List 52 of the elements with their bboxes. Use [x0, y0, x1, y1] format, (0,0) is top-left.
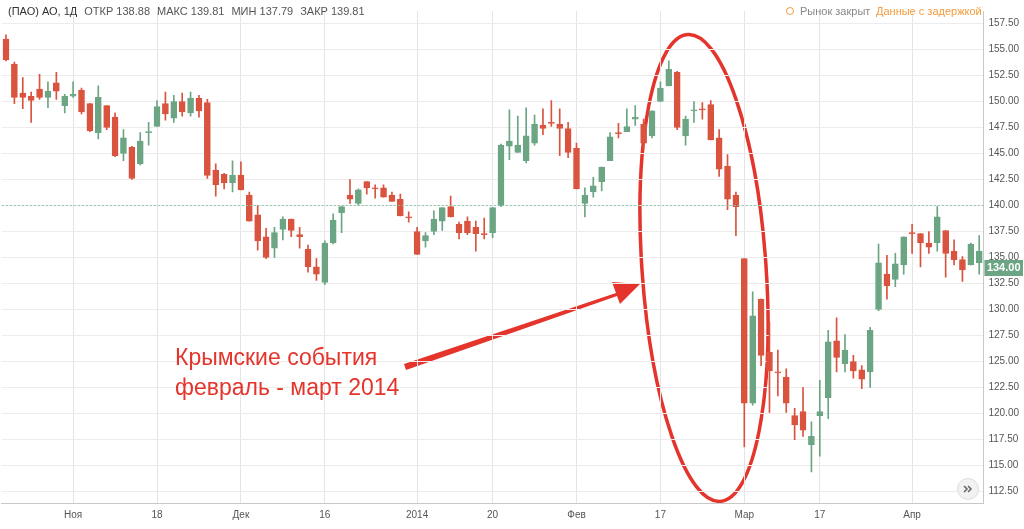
- y-tick-label: 140.00: [988, 199, 1020, 211]
- candlestick: [405, 211, 413, 223]
- x-tick-label: 2014: [405, 508, 429, 520]
- y-tick-label: 122.50: [988, 381, 1020, 393]
- x-tick-label: 18: [151, 508, 164, 520]
- candlestick: [69, 81, 77, 98]
- y-tick-label: 155.00: [988, 43, 1020, 55]
- y-tick-label: 150.00: [988, 95, 1020, 107]
- candlestick: [27, 91, 35, 123]
- candlestick: [816, 379, 824, 457]
- y-tick-label: 127.50: [988, 329, 1020, 341]
- chart-title: (ПАО) АО, 1Д: [8, 5, 78, 17]
- y-tick-label: 112.50: [988, 485, 1019, 497]
- candlestick: [556, 108, 564, 156]
- annotation: ЗАКР 139.81: [300, 5, 365, 17]
- y-tick-label: 147.50: [988, 121, 1020, 133]
- y-tick-label: 157.50: [988, 17, 1020, 29]
- annotation: МИН 137.79: [231, 5, 294, 17]
- annotation: ОТКР 138.88: [84, 5, 151, 17]
- x-tick-label: Ноя: [64, 508, 83, 520]
- candlestick: [371, 184, 379, 199]
- candlestick: [514, 115, 522, 153]
- x-tick-label: Фев: [567, 508, 586, 520]
- y-tick-label: 120.00: [988, 407, 1020, 419]
- annotation: Данные с задержкой: [876, 5, 982, 17]
- candlestick: [690, 101, 698, 123]
- annotation: МАКС 139.81: [157, 5, 225, 17]
- x-tick-label: Дек: [232, 508, 250, 520]
- y-tick-label: 145.00: [988, 147, 1020, 159]
- x-tick-label: Мар: [734, 508, 755, 520]
- x-tick-label: 20: [487, 508, 499, 520]
- candlestick: [539, 108, 547, 136]
- annotation: Рынок закрыт: [800, 5, 871, 17]
- y-tick-label: 125.00: [988, 355, 1020, 367]
- y-tick-label: 142.50: [988, 173, 1020, 185]
- y-tick-label: 130.00: [988, 303, 1020, 315]
- y-tick-label: 117.50: [988, 433, 1019, 445]
- candlestick: [19, 77, 27, 110]
- y-tick-label: 152.50: [988, 69, 1020, 81]
- y-tick-label: 132.50: [988, 277, 1020, 289]
- candlestick: [631, 105, 639, 126]
- x-tick-label: 16: [319, 508, 331, 520]
- annotation: 134.00: [986, 260, 1021, 273]
- y-tick-label: 135.00: [988, 251, 1020, 263]
- annotation: Крымские события февраль - март 2014: [175, 343, 400, 402]
- x-tick-label: 17: [814, 508, 826, 520]
- x-tick-label: 17: [654, 508, 667, 520]
- candlestick: [774, 349, 782, 397]
- candlestick: [346, 179, 354, 204]
- y-tick-label: 137.50: [988, 225, 1020, 237]
- x-tick-label: Апр: [903, 508, 922, 520]
- y-tick-label: 115.00: [988, 459, 1019, 471]
